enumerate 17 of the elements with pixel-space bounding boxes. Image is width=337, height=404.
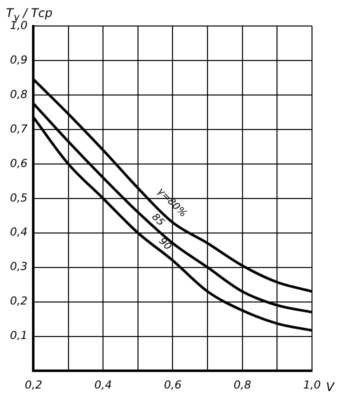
y-tick-label: 0,1 bbox=[10, 329, 28, 342]
y-tick-label: 0,9 bbox=[10, 53, 28, 66]
y-tick-label: 0,7 bbox=[10, 122, 28, 136]
x-axis-title: V bbox=[326, 380, 335, 394]
x-tick-label: 0,6 bbox=[164, 378, 182, 392]
y-tick-label: 0,6 bbox=[10, 156, 28, 170]
x-tick-label: 0,4 bbox=[94, 378, 112, 392]
x-tick-label: 0,2 bbox=[24, 378, 42, 392]
x-tick-label: 0,8 bbox=[234, 378, 252, 392]
y-tick-label: 0,2 bbox=[10, 294, 28, 308]
y-tick-label: 0,8 bbox=[10, 88, 28, 101]
y-tick-label: 0,5 bbox=[10, 191, 28, 204]
y-tick-label: 0,3 bbox=[10, 260, 28, 274]
x-tick-label: 1,0 bbox=[303, 378, 321, 392]
y-tick-label: 0,4 bbox=[10, 226, 28, 239]
annotation: 85 bbox=[149, 212, 166, 228]
annotation: 90 bbox=[156, 236, 174, 253]
